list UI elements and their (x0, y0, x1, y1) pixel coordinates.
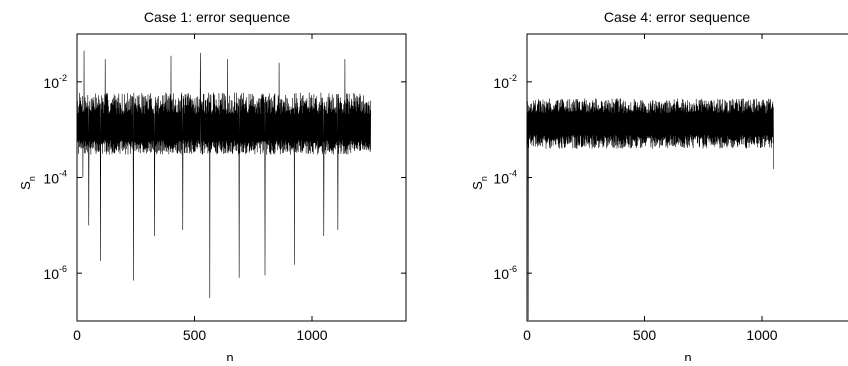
panel-case1: Case 1: error sequence 0 500 1000 10-6 10-4… (18, 9, 407, 365)
x-tick-label: 1000 (746, 327, 777, 343)
x-tick-label: 0 (523, 327, 531, 343)
panel2-series-error-sequence (526, 98, 775, 321)
y-tick-label: 10-4 (43, 169, 67, 187)
panel2-axes-box (526, 33, 848, 322)
panel2-x-ticks: 0 500 1000 (523, 34, 778, 343)
panel2-x-axis-label: n (684, 350, 691, 361)
y-tick-label: 10-6 (43, 264, 67, 282)
x-tick-label: 500 (183, 327, 207, 343)
error-sequence-line (526, 98, 775, 321)
panel1-x-ticks: 0 500 1000 (73, 34, 328, 343)
y-tick-label: 10-4 (493, 169, 517, 187)
panel1-y-ticks: 10-6 10-4 10-2 (43, 73, 406, 282)
panel2-y-axis-label: Sn (470, 176, 489, 190)
error-sequence-line (76, 50, 372, 299)
x-tick-label: 1000 (296, 327, 327, 343)
panel1-y-axis-label: Sn (18, 176, 37, 190)
panel2-title: Case 4: error sequence (604, 9, 751, 25)
y-tick-label: 10-6 (493, 264, 517, 282)
panel1-series-error-sequence (76, 50, 372, 299)
panel1-x-axis-label: n (226, 350, 233, 361)
panel1-title: Case 1: error sequence (144, 9, 291, 25)
panel1-axes-box (76, 33, 407, 322)
y-tick-label: 10-2 (493, 73, 517, 91)
x-tick-label: 500 (633, 327, 657, 343)
y-tick-label: 10-2 (43, 73, 67, 91)
panel-case4: Case 4: error sequence 0 500 1000 10-6 10-4… (470, 9, 848, 365)
x-tick-label: 0 (73, 327, 81, 343)
panel2-y-ticks: 10-6 10-4 10-2 (493, 73, 532, 282)
